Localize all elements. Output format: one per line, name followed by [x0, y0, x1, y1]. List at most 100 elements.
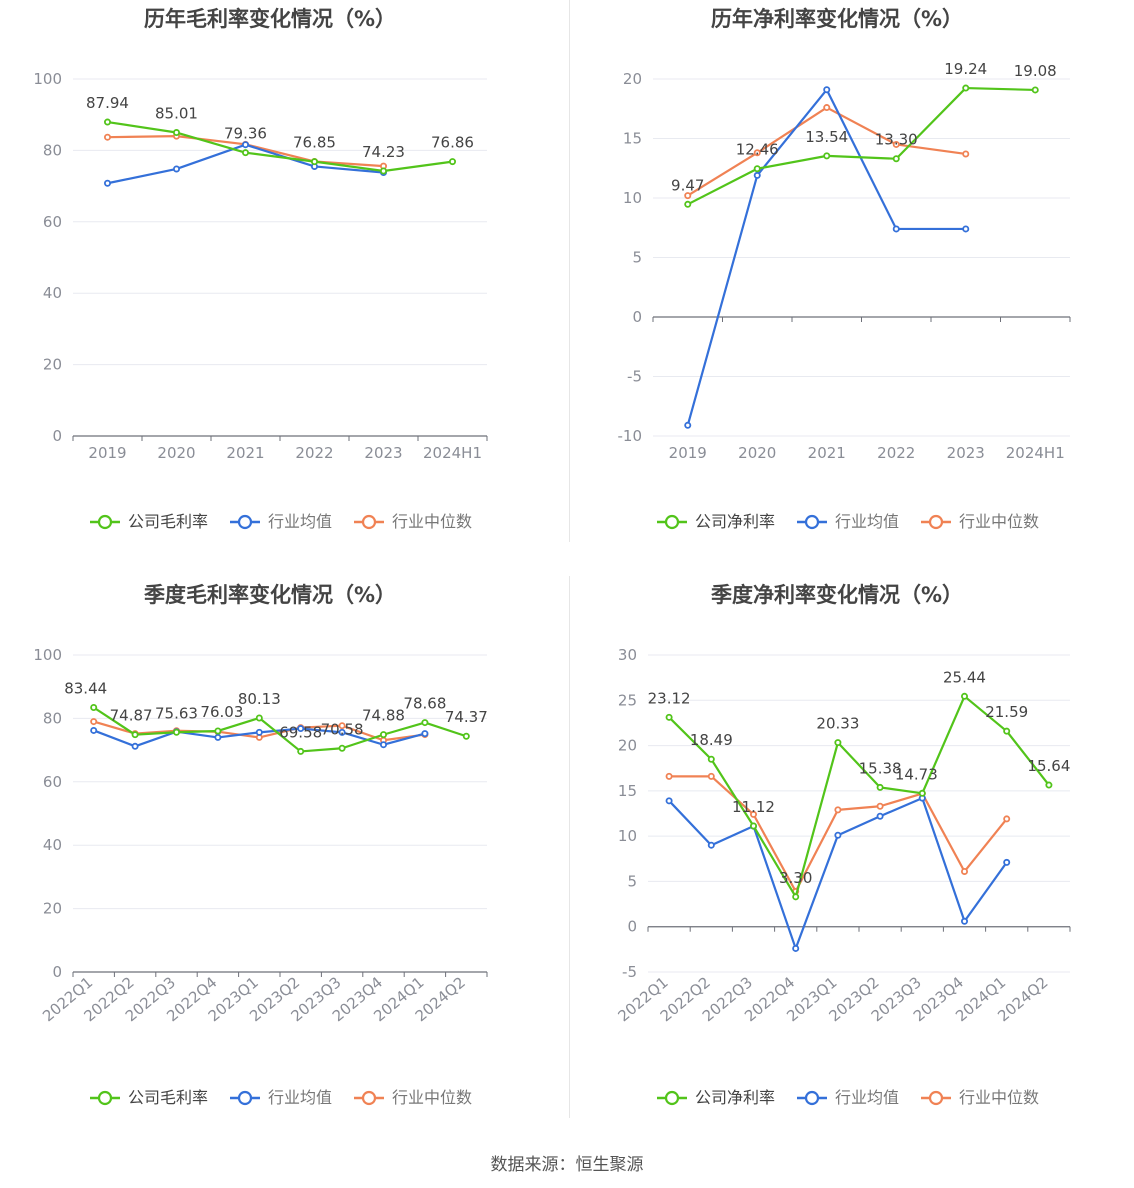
- data-label: 19.24: [944, 60, 987, 78]
- point-avg: [172, 165, 180, 173]
- legend-marker: [237, 514, 253, 530]
- point-median: [960, 867, 968, 875]
- point-avg: [823, 86, 831, 94]
- data-label: 15.64: [1027, 757, 1070, 775]
- point-company: [960, 692, 968, 700]
- panel-divider-top: [569, 0, 570, 542]
- point-company: [131, 731, 139, 739]
- legend-marker: [97, 1090, 113, 1106]
- point-avg: [379, 741, 387, 749]
- y-tick-label: -5: [622, 963, 637, 981]
- data-label: 23.12: [648, 689, 691, 707]
- legend-item: 行业中位数: [392, 1088, 472, 1107]
- point-company: [172, 129, 180, 137]
- legend-marker: [928, 514, 944, 530]
- point-company: [834, 739, 842, 747]
- legend-marker: [804, 1090, 820, 1106]
- point-median: [338, 722, 346, 730]
- data-label: 14.73: [895, 765, 938, 783]
- point-median: [753, 149, 761, 157]
- y-tick-label: 100: [33, 646, 62, 664]
- point-company: [749, 822, 757, 830]
- data-label: 19.08: [1014, 62, 1057, 80]
- x-tick-label: 2020: [157, 444, 195, 462]
- x-tick-label: 2021: [808, 444, 846, 462]
- series-line-company: [93, 706, 467, 753]
- data-label: 76.03: [200, 703, 243, 721]
- series-line-company: [687, 86, 1036, 206]
- data-label: 75.63: [155, 704, 198, 722]
- x-tick-label: 2022: [877, 444, 915, 462]
- point-company: [379, 167, 387, 175]
- point-avg: [214, 733, 222, 741]
- data-label: 25.44: [943, 668, 986, 686]
- x-tick-label: 2019: [88, 444, 126, 462]
- legend-marker: [664, 514, 680, 530]
- point-company: [104, 118, 112, 126]
- data-label: 76.86: [431, 134, 474, 152]
- y-tick-label: -10: [618, 427, 643, 445]
- point-median: [962, 150, 970, 158]
- point-median: [707, 772, 715, 780]
- point-median: [876, 802, 884, 810]
- data-label: 11.12: [732, 798, 775, 816]
- point-company: [448, 158, 456, 166]
- data-label: 15.38: [859, 759, 902, 777]
- chart-quarterly-net-margin: 季度净利率变化情况（%） -5 0 5 10 15 20 25 30 2022Q1 2022Q2 20…: [567, 576, 1134, 1152]
- point-company: [792, 893, 800, 901]
- y-tick-label: 0: [632, 308, 642, 326]
- point-median: [749, 810, 757, 818]
- legend-item: 行业均值: [835, 512, 899, 531]
- point-avg: [104, 179, 112, 187]
- data-label: 78.68: [403, 695, 446, 713]
- y-tick-label: 0: [52, 427, 62, 445]
- series-line-company: [107, 120, 453, 173]
- legend-marker: [237, 1090, 253, 1106]
- point-avg: [665, 797, 673, 805]
- y-tick-label: 40: [43, 284, 62, 302]
- point-avg: [297, 725, 305, 733]
- data-label: 74.23: [362, 143, 405, 161]
- x-tick-label: 2023: [947, 444, 985, 462]
- point-company: [462, 732, 470, 740]
- legend-marker: [928, 1090, 944, 1106]
- y-tick-label: 5: [632, 249, 642, 267]
- point-median: [90, 718, 98, 726]
- point-avg: [753, 171, 761, 179]
- series-line-company: [668, 695, 1050, 898]
- point-avg: [707, 841, 715, 849]
- point-avg: [962, 225, 970, 233]
- data-label: 85.01: [155, 105, 198, 123]
- data-label: 69.58: [279, 723, 322, 741]
- point-company: [707, 755, 715, 763]
- point-company: [918, 789, 926, 797]
- point-avg: [960, 917, 968, 925]
- chart-svg: 季度毛利率变化情况（%）0204060801002022Q12022Q22022…: [33, 583, 487, 1107]
- point-median: [823, 104, 831, 112]
- chart-annual-gross-margin: 历年毛利率变化情况（%） 0 20 40 60 80 100 2019 2020 2021 2022…: [0, 0, 567, 576]
- data-label: 21.59: [985, 703, 1028, 721]
- legend-item: 行业中位数: [392, 512, 472, 531]
- point-median: [104, 133, 112, 141]
- point-company: [665, 713, 673, 721]
- point-company: [172, 728, 180, 736]
- y-tick-label: -5: [627, 368, 642, 386]
- legend-item: 行业均值: [835, 1088, 899, 1107]
- point-company: [753, 165, 761, 173]
- data-label: 74.87: [110, 707, 153, 725]
- x-tick-label: 2020: [738, 444, 776, 462]
- point-avg: [241, 141, 249, 149]
- y-tick-label: 10: [618, 827, 637, 845]
- legend-item: 行业均值: [268, 1088, 332, 1107]
- point-company: [379, 731, 387, 739]
- y-tick-label: 25: [618, 691, 637, 709]
- y-tick-label: 15: [623, 130, 642, 148]
- legend-item: 公司毛利率: [128, 512, 208, 531]
- point-company: [823, 152, 831, 160]
- point-avg: [255, 728, 263, 736]
- data-label: 13.54: [805, 128, 848, 146]
- data-label: 87.94: [86, 94, 129, 112]
- y-tick-label: 15: [618, 782, 637, 800]
- chart-svg: 季度净利率变化情况（%）-50510152025302022Q12022Q220…: [614, 583, 1071, 1107]
- point-avg: [684, 421, 692, 429]
